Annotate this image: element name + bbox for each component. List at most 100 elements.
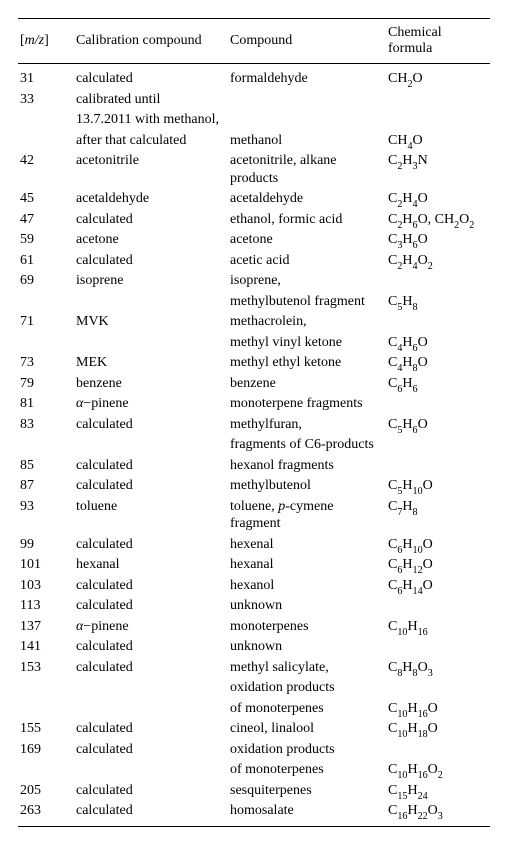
mz-italic: m/z [25,33,44,48]
cell-compound: acetone [228,230,386,251]
calibration-table: [m/z] Calibration compound Compound Chem… [18,18,490,827]
cell-compound: of monoterpenes [228,698,386,719]
cell-compound: cineol, linalool [228,719,386,740]
cell-calibration [74,698,228,719]
cell-formula: C8H8O3 [386,657,490,678]
cell-formula: C5H8 [386,291,490,312]
cell-mz: 101 [18,555,74,576]
table-row: 141calculatedunknown [18,637,490,658]
cell-mz: 113 [18,596,74,617]
cell-compound: homosalate [228,801,386,827]
cell-calibration: acetaldehyde [74,189,228,210]
cell-mz: 59 [18,230,74,251]
table-row: 103calculatedhexanolC6H14O [18,575,490,596]
cell-formula: C5H6O [386,414,490,435]
cell-formula: C2H3N [386,151,490,189]
cell-calibration [74,291,228,312]
cell-compound: hexanol [228,575,386,596]
cell-compound: methyl salicylate, [228,657,386,678]
table-row: 153calculatedmethyl salicylate,C8H8O3 [18,657,490,678]
cell-formula [386,394,490,415]
cell-mz: 169 [18,739,74,760]
cell-compound: isoprene, [228,271,386,292]
cell-mz: 93 [18,496,74,534]
table-row: after that calculatedmethanolCH4O [18,130,490,151]
cell-formula [386,596,490,617]
table-row: 99calculatedhexenalC6H10O [18,534,490,555]
cell-formula [386,678,490,699]
cell-calibration: calculated [74,414,228,435]
cell-formula: C6H14O [386,575,490,596]
cell-calibration: α−pinene [74,616,228,637]
cell-calibration: acetone [74,230,228,251]
cell-mz: 205 [18,780,74,801]
cell-mz [18,435,74,456]
cell-calibration: calibrated until [74,89,228,110]
table-row: 155calculatedcineol, linaloolC10H18O [18,719,490,740]
table-row: 33calibrated until [18,89,490,110]
table-row: 93toluenetoluene, p-cymene fragmentC7H8 [18,496,490,534]
cell-formula: C15H24 [386,780,490,801]
cell-calibration: calculated [74,64,228,90]
cell-formula [386,110,490,131]
cell-formula: C10H16 [386,616,490,637]
cell-compound: methacrolein, [228,312,386,333]
col-compound: Compound [228,19,386,64]
cell-compound: oxidation products [228,678,386,699]
table-body: 31calculatedformaldehydeCH2O33calibrated… [18,64,490,827]
cell-compound: unknown [228,596,386,617]
cell-mz: 81 [18,394,74,415]
cell-mz: 83 [18,414,74,435]
cell-calibration: calculated [74,596,228,617]
table-row: methylbutenol fragmentC5H8 [18,291,490,312]
table-row: 73MEKmethyl ethyl ketoneC4H8O [18,353,490,374]
table-row: 137α−pinenemonoterpenesC10H16 [18,616,490,637]
cell-calibration: calculated [74,250,228,271]
cell-mz: 33 [18,89,74,110]
cell-mz: 155 [18,719,74,740]
table-row: 87calculatedmethylbutenolC5H10O [18,476,490,497]
cell-formula: C2H4O [386,189,490,210]
table-row: 31calculatedformaldehydeCH2O [18,64,490,90]
cell-compound [228,110,386,131]
table-row: 71MVKmethacrolein, [18,312,490,333]
cell-compound: benzene [228,373,386,394]
cell-compound: toluene, p-cymene fragment [228,496,386,534]
table-row: 13.7.2011 with methanol, [18,110,490,131]
cell-compound: acetonitrile, alkane products [228,151,386,189]
cell-formula: CH2O [386,64,490,90]
cell-mz: 47 [18,209,74,230]
cell-formula: C7H8 [386,496,490,534]
cell-formula: C6H10O [386,534,490,555]
table-row: 83calculatedmethylfuran,C5H6O [18,414,490,435]
cell-compound: monoterpenes [228,616,386,637]
cell-mz: 79 [18,373,74,394]
cell-mz: 153 [18,657,74,678]
cell-compound: hexenal [228,534,386,555]
table-row: 59acetoneacetoneC3H6O [18,230,490,251]
cell-mz: 99 [18,534,74,555]
cell-formula [386,739,490,760]
cell-mz: 61 [18,250,74,271]
cell-mz: 45 [18,189,74,210]
cell-compound: hexanal [228,555,386,576]
cell-compound: formaldehyde [228,64,386,90]
cell-formula: C4H6O [386,332,490,353]
cell-calibration: MVK [74,312,228,333]
cell-compound: acetaldehyde [228,189,386,210]
cell-compound: unknown [228,637,386,658]
cell-calibration: calculated [74,739,228,760]
cell-compound: methylbutenol fragment [228,291,386,312]
cell-formula: C2H6O, CH2O2 [386,209,490,230]
table-row: 81α−pinenemonoterpene fragments [18,394,490,415]
cell-calibration: calculated [74,657,228,678]
cell-mz: 141 [18,637,74,658]
cell-mz [18,760,74,781]
cell-mz: 31 [18,64,74,90]
cell-calibration: benzene [74,373,228,394]
cell-mz [18,698,74,719]
cell-compound: methylbutenol [228,476,386,497]
cell-compound: ethanol, formic acid [228,209,386,230]
cell-calibration: calculated [74,780,228,801]
cell-formula: C4H8O [386,353,490,374]
